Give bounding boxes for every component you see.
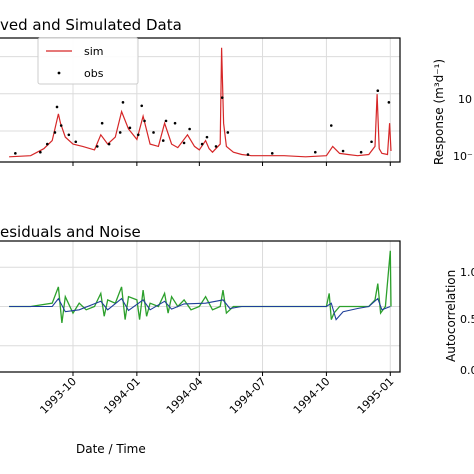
response-tick-0: 10 [458, 93, 472, 106]
obs-point [95, 145, 99, 148]
obs-point [39, 150, 42, 154]
obs-point [376, 89, 380, 93]
obs-point [152, 131, 155, 134]
obs-point [341, 149, 345, 153]
x-axis-label: Date / Time [76, 442, 146, 456]
legend-obs-label: obs [84, 67, 104, 80]
x-tick-label: 1994-01 [101, 375, 143, 417]
obs-point [100, 121, 104, 125]
obs-point [140, 104, 144, 108]
x-tick-label: 1993-10 [37, 375, 79, 417]
obs-point [161, 139, 165, 142]
obs-point [329, 124, 333, 127]
autocorrelation-axis-label: Autocorrelation [444, 270, 458, 362]
top-panel-title: ved and Simulated Data [0, 16, 182, 34]
obs-point [136, 133, 140, 137]
autocorr-tick-0: 1.0 [460, 266, 474, 279]
obs-point [53, 131, 57, 134]
obs-point [173, 121, 177, 125]
obs-point [226, 131, 230, 134]
response-tick-1: 10⁻ [453, 150, 473, 163]
obs-point [246, 153, 250, 156]
legend-box [37, 37, 139, 85]
top-panel: ved and Simulated Data sim obs [0, 16, 401, 166]
obs-point [121, 101, 125, 104]
x-tick-label: 1994-07 [227, 375, 269, 417]
response-axis-label: Response (m³d⁻¹) [432, 59, 446, 165]
x-tick-label: 1994-04 [164, 375, 206, 417]
right-autocorrelation-axis: Autocorrelation 1.0 0.5 0.0 [444, 266, 474, 377]
obs-point [59, 124, 63, 127]
obs-point [55, 105, 59, 109]
obs-point [107, 142, 111, 146]
autocorr-tick-1: 0.5 [460, 313, 474, 326]
autocorr-tick-2: 0.0 [460, 364, 474, 377]
bottom-panel-x-ticks: 1993-10 1994-01 1994-04 1994-07 1994-10 1995-… [37, 372, 396, 417]
sim-series [9, 47, 392, 158]
bottom-panel-title: esiduals and Noise [0, 223, 141, 241]
legend-obs-swatch [57, 71, 61, 75]
obs-point [200, 142, 204, 146]
obs-point [188, 127, 191, 131]
x-tick-label: 1995-01 [355, 375, 397, 417]
obs-point [164, 119, 168, 123]
obs-point [270, 152, 274, 155]
obs-point [182, 141, 186, 145]
obs-series [14, 89, 391, 156]
noise-series [9, 297, 391, 321]
x-tick-label: 1994-10 [291, 375, 333, 417]
obs-point [214, 145, 218, 148]
obs-point [143, 119, 146, 123]
obs-point [118, 131, 122, 134]
obs-point [359, 150, 363, 154]
obs-point [45, 142, 49, 146]
legend-sim-label: sim [84, 45, 104, 58]
noise-line [9, 297, 391, 321]
obs-point [128, 126, 132, 130]
obs-point [313, 150, 317, 154]
sim-line [9, 47, 392, 158]
obs-point [387, 101, 391, 104]
obs-point [205, 135, 209, 139]
obs-point [370, 140, 373, 144]
legend: sim obs [37, 37, 139, 85]
obs-point [67, 133, 71, 137]
bottom-panel: esiduals and Noise 1993-10 1994-01 1994-04… [0, 223, 401, 456]
right-response-axis: Response (m³d⁻¹) 10 10⁻ [432, 59, 473, 165]
obs-point [74, 140, 78, 144]
obs-point [220, 96, 224, 99]
obs-point [14, 152, 17, 155]
top-panel-x-ticks [72, 162, 391, 166]
